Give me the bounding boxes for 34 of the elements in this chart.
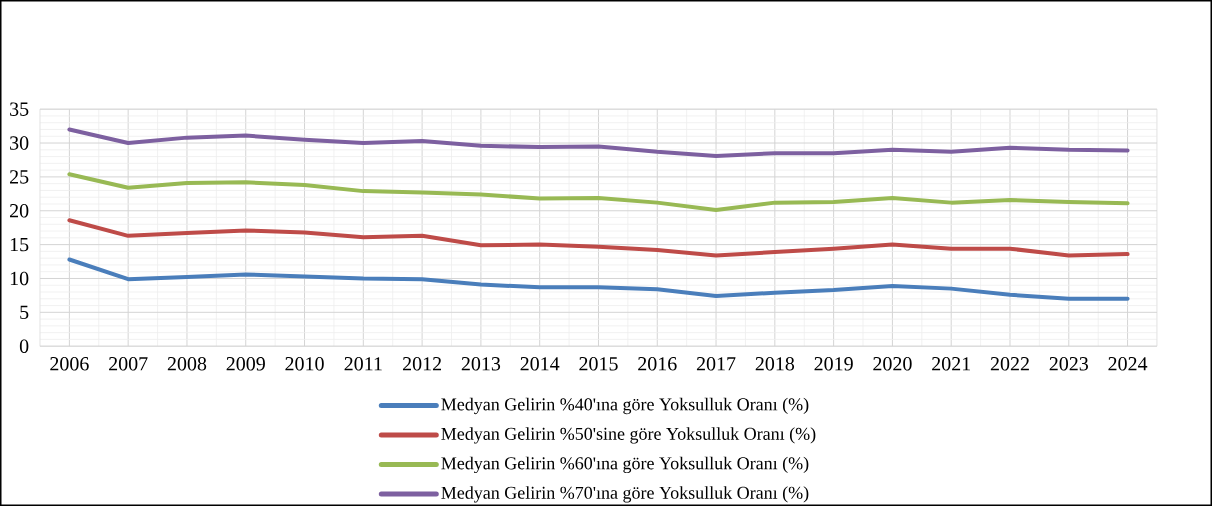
x-tick-label: 2023 xyxy=(1049,357,1088,371)
y-tick-label: 25 xyxy=(10,170,29,184)
x-tick-label: 2008 xyxy=(167,357,207,371)
x-tick-label: 2018 xyxy=(755,357,795,371)
legend-label: Medyan Gelirin %70'ına göre Yoksulluk Oranı (%) xyxy=(441,486,809,503)
x-tick-label: 2022 xyxy=(990,357,1029,371)
line-series xyxy=(67,218,1130,258)
x-tick-label: 2020 xyxy=(873,357,912,371)
x-tick-label: 2021 xyxy=(932,357,970,371)
legend-label: Medyan Gelirin %60'ına göre Yoksulluk Oranı (%) xyxy=(441,456,809,474)
y-tick-label: 0 xyxy=(19,339,29,353)
x-tick-label: 2016 xyxy=(638,357,677,371)
x-tick-label: 2010 xyxy=(285,357,324,371)
x-tick-label: 2024 xyxy=(1108,357,1148,371)
y-tick-label: 30 xyxy=(10,136,29,150)
x-tick-label: 2013 xyxy=(461,357,501,371)
line-series xyxy=(67,172,1130,213)
x-tick-label: 2014 xyxy=(520,357,560,371)
legend-label: Medyan Gelirin %50'sine göre Yoksulluk Oranı (%) xyxy=(441,427,816,444)
y-tick-label: 10 xyxy=(10,271,29,286)
x-tick-label: 2015 xyxy=(579,357,618,371)
y-tick-label: 5 xyxy=(20,305,29,319)
line-series xyxy=(67,127,1130,158)
y-tick-label: 15 xyxy=(10,237,29,252)
legend-label: Medyan Gelirin %40'ına göre Yoksulluk Oranı (%) xyxy=(441,397,809,415)
x-tick-label: 2012 xyxy=(402,357,441,371)
x-tick-label: 2009 xyxy=(226,357,265,371)
x-tick-label: 2017 xyxy=(696,357,736,371)
x-tick-label: 2007 xyxy=(109,357,148,371)
y-tick-label: 20 xyxy=(10,204,29,218)
x-tick-label: 2019 xyxy=(814,357,853,371)
y-tick-label: 35 xyxy=(10,102,29,116)
x-tick-label: 2006 xyxy=(50,357,89,371)
x-tick-label: 2011 xyxy=(344,357,382,371)
